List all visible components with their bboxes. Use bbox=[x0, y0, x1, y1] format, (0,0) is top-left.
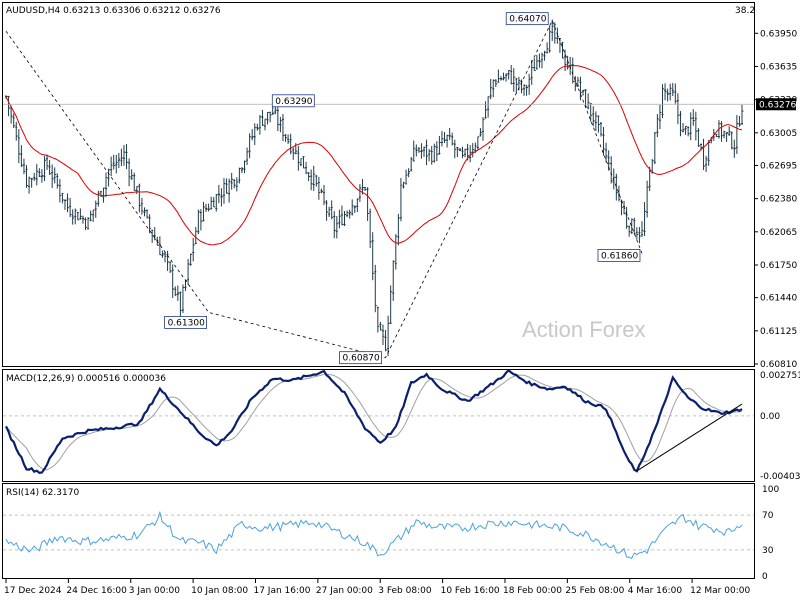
axis-layer: 17 Dec 2024 24 Dec 16:00 3 Jan 00:00 10 Jan… bbox=[4, 579, 750, 596]
macd-line bbox=[5, 368, 743, 474]
x-tick-label: 12 Mar 00:00 bbox=[690, 586, 750, 596]
macd-title: MACD(12,26,9) 0.000516 0.000036 bbox=[6, 374, 166, 384]
x-tick-label: 4 Mar 16:00 bbox=[628, 586, 683, 596]
x-tick-label: 18 Feb 00:00 bbox=[503, 586, 562, 596]
price-panel-frame bbox=[2, 2, 755, 367]
corner-value: 38.2 bbox=[735, 6, 755, 16]
x-tick-label: 3 Jan 00:00 bbox=[129, 586, 181, 596]
symbol-info: AUDUSD,H4 0.63213 0.63306 0.63212 0.6327… bbox=[6, 6, 221, 16]
x-tick-label: 25 Feb 08:00 bbox=[565, 586, 624, 596]
pivot-label: 0.60870 bbox=[343, 354, 380, 364]
price-y-tick-label: 0.63950 bbox=[760, 29, 797, 39]
rsi-layer: 100 70 30 0 bbox=[3, 485, 779, 582]
watermark: Action Forex bbox=[522, 317, 646, 342]
rsi-panel-frame bbox=[2, 483, 755, 579]
rsi-y-tick-label: 30 bbox=[762, 546, 774, 556]
x-tick-label: 24 Dec 16:00 bbox=[66, 586, 127, 596]
x-tick-label: 10 Jan 08:00 bbox=[191, 586, 248, 596]
macd-signal-line bbox=[5, 373, 743, 471]
pivot-label-box bbox=[505, 12, 549, 26]
price-y-tick-label: 0.61750 bbox=[760, 261, 797, 271]
x-tick-label: 3 Feb 08:00 bbox=[378, 586, 432, 596]
pivot-label-box bbox=[339, 351, 382, 365]
pivot-label-box bbox=[271, 94, 315, 108]
macd-trendline bbox=[636, 403, 743, 472]
price-y-tick-label: 0.61125 bbox=[760, 327, 797, 337]
price-y-tick-label: 0.63635 bbox=[760, 62, 797, 72]
x-tick-label: 27 Jan 00:00 bbox=[316, 586, 373, 596]
x-tick-label: 17 Jan 16:00 bbox=[253, 586, 310, 596]
pivot-label: 0.61300 bbox=[168, 318, 205, 328]
current-price-box bbox=[756, 98, 796, 111]
pivot-label-box bbox=[597, 249, 641, 262]
price-y-tick-label: 0.60810 bbox=[760, 360, 797, 370]
current-price-label: 0.63276 bbox=[759, 100, 796, 110]
pivot-label: 0.63290 bbox=[275, 97, 312, 107]
x-tick-label: 17 Dec 2024 bbox=[4, 586, 62, 596]
pivot-label: 0.64070 bbox=[509, 15, 546, 25]
macd-y-tick-label: 0.002751 bbox=[760, 371, 800, 381]
price-y-tick-label: 0.61440 bbox=[760, 294, 797, 304]
price-y-tick-label: 0.62695 bbox=[760, 161, 797, 171]
rsi-y-tick-label: 100 bbox=[762, 485, 779, 495]
x-tick-label: 10 Feb 16:00 bbox=[441, 586, 500, 596]
macd-panel-frame bbox=[2, 369, 755, 482]
pivot-label: 0.61860 bbox=[601, 251, 638, 261]
rsi-line bbox=[5, 510, 743, 560]
macd-y-tick-label: -0.004038 bbox=[760, 472, 800, 482]
price-y-tick-label: 0.63005 bbox=[760, 129, 797, 139]
macd-y-tick-label: 0.00 bbox=[760, 412, 780, 422]
pivot-label-box bbox=[164, 315, 207, 329]
price-layer: 0.639500.636350.633200.630050.626950.623… bbox=[3, 12, 797, 370]
price-y-tick-label: 0.62065 bbox=[760, 228, 797, 238]
rsi-y-tick-label: 70 bbox=[762, 511, 774, 521]
macd-layer: 0.002751 0.00 -0.004038 bbox=[3, 368, 800, 482]
moving-average-line bbox=[5, 64, 743, 246]
price-y-tick-label: 0.62380 bbox=[760, 195, 797, 205]
rsi-title: RSI(14) 62.3170 bbox=[6, 488, 79, 498]
rsi-y-tick-label: 0 bbox=[762, 572, 768, 582]
zigzag-line bbox=[5, 19, 643, 359]
